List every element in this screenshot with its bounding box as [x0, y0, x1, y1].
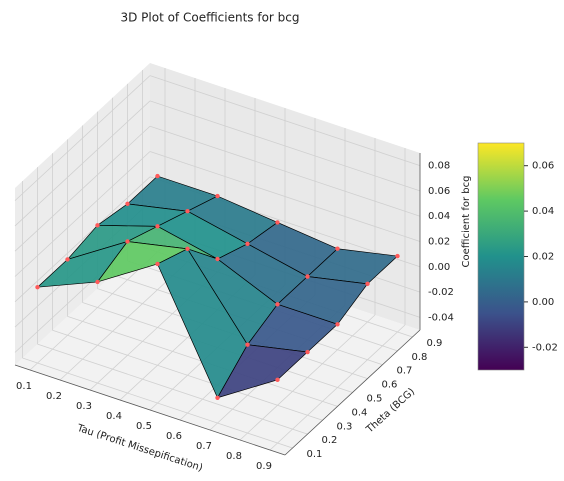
- grid-line: [22, 357, 293, 449]
- z-tick-label: 0.08: [428, 161, 450, 172]
- colorbar-tick-label: 0.02: [532, 252, 554, 263]
- data-point: [155, 173, 160, 179]
- z-tick-label: -0.02: [428, 287, 454, 298]
- data-point: [395, 253, 400, 259]
- x-tick-label: 0.2: [46, 391, 62, 402]
- grid-line: [14, 100, 151, 227]
- grid-line: [149, 151, 421, 242]
- data-point: [305, 274, 310, 279]
- data-point: [335, 322, 340, 327]
- data-point: [275, 302, 280, 307]
- grid-line: [149, 100, 421, 192]
- data-point: [185, 209, 190, 214]
- grid-line: [14, 75, 151, 201]
- data-point: [365, 281, 370, 287]
- grid-line: [37, 343, 308, 435]
- y-tick-label: 0.1: [307, 449, 323, 460]
- chart-title: 3D Plot of Coefficients for bcg: [120, 11, 299, 25]
- grid-line: [14, 151, 151, 277]
- data-point: [125, 201, 130, 207]
- y-tick-label: 0.4: [352, 407, 368, 418]
- y-tick-label: 0.2: [322, 435, 338, 446]
- grid-line: [52, 329, 323, 421]
- x-tick-label: 0.1: [16, 381, 32, 392]
- data-point: [305, 349, 310, 355]
- data-point: [275, 220, 280, 225]
- colorbar-tick-label: 0.04: [532, 206, 554, 217]
- colorbar-tick-label: 0.06: [532, 161, 554, 172]
- grid-line: [14, 176, 151, 303]
- x-tick-label: 0.3: [76, 401, 92, 412]
- data-point: [125, 239, 130, 244]
- data-point: [245, 342, 250, 347]
- data-point: [35, 284, 40, 290]
- data-point: [185, 246, 190, 252]
- z-tick-label: -0.04: [428, 312, 454, 323]
- z-tick-label: 0.00: [428, 262, 450, 273]
- data-point: [215, 193, 220, 199]
- data-point: [155, 224, 160, 229]
- data-point: [215, 395, 220, 400]
- data-point: [65, 257, 70, 262]
- x-tick-label: 0.5: [136, 421, 152, 432]
- z-tick-label: 0.02: [428, 237, 450, 248]
- grid-line: [149, 125, 421, 217]
- x-tick-label: 0.7: [196, 441, 212, 452]
- x-tick-label: 0.4: [106, 411, 122, 422]
- x-tick-label: 0.8: [226, 451, 242, 462]
- y-tick-label: 0.5: [367, 394, 383, 405]
- y-tick-label: 0.8: [412, 352, 428, 363]
- data-point: [155, 261, 160, 267]
- data-point: [245, 241, 250, 247]
- colorbar-tick-label: -0.02: [532, 342, 558, 353]
- axis-line: [14, 364, 286, 456]
- colorbar-tick-label: 0.00: [532, 297, 554, 308]
- data-point: [275, 377, 280, 383]
- data-point: [215, 256, 220, 262]
- y-tick-label: 0.6: [382, 380, 398, 391]
- colorbar: [477, 142, 525, 371]
- z-axis-label: Coefficient for bcg: [461, 176, 472, 268]
- grid-line: [14, 125, 151, 252]
- data-point: [335, 246, 340, 251]
- y-tick-label: 0.3: [337, 421, 353, 432]
- x-tick-label: 0.9: [256, 461, 272, 472]
- z-tick-label: 0.06: [428, 186, 450, 197]
- x-tick-label: 0.6: [166, 431, 182, 442]
- data-point: [95, 223, 100, 228]
- grid-line: [149, 75, 421, 167]
- y-tick-label: 0.7: [397, 366, 413, 377]
- data-point: [95, 279, 100, 285]
- axis-line: [284, 329, 421, 456]
- y-tick-label: 0.9: [427, 338, 443, 349]
- z-tick-label: 0.04: [428, 211, 450, 222]
